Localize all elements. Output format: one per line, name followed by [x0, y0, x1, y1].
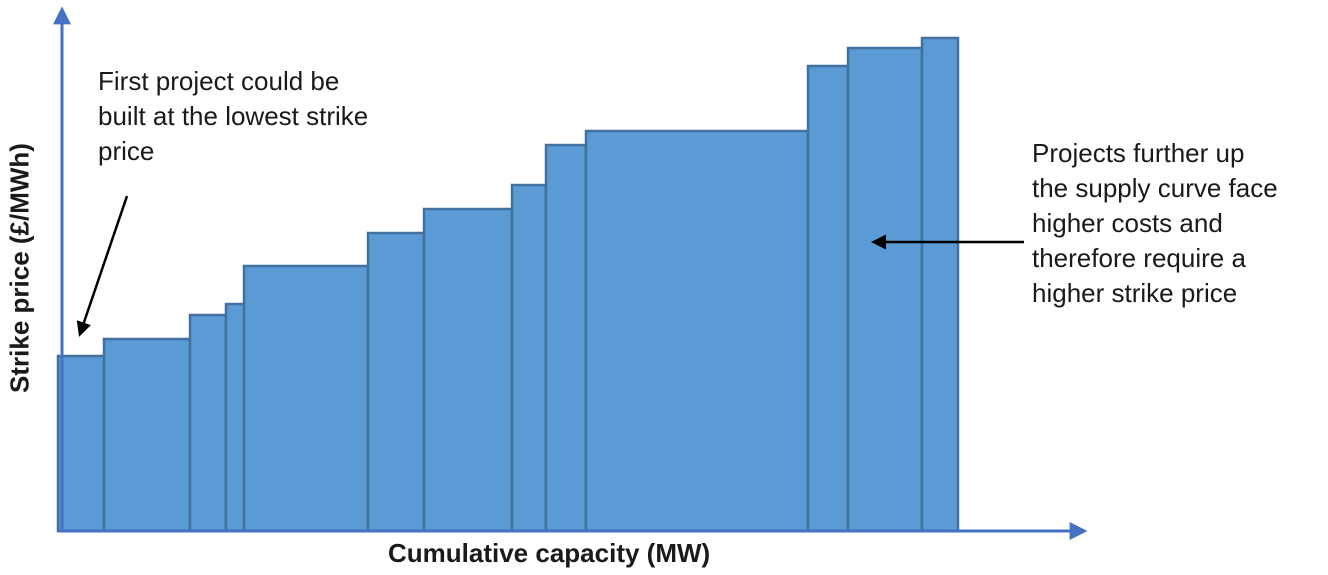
annotation-higher-costs-line: higher costs and	[1032, 208, 1223, 238]
annotation-first-project-line: First project could be	[98, 66, 340, 96]
bar-7	[422, 207, 514, 533]
bar-12	[846, 46, 924, 533]
bar-10	[584, 129, 810, 533]
bar-6	[366, 231, 426, 533]
bar-4	[224, 302, 246, 533]
bar-8	[510, 183, 548, 533]
annotation-first-project-line: price	[98, 136, 155, 166]
bar-9	[544, 143, 588, 533]
x-axis-label: Cumulative capacity (MW)	[388, 538, 711, 568]
bar-13	[920, 36, 960, 533]
annotation-higher-costs-line: the supply curve face	[1032, 173, 1278, 203]
bars-group	[56, 36, 960, 533]
arrow-to-first-bar	[76, 195, 129, 337]
axes-group	[53, 6, 1088, 540]
annotation-arrows	[76, 195, 1024, 337]
bar-11	[806, 64, 850, 533]
bar-1	[56, 354, 106, 533]
annotation-higher-costs-line: Projects further up	[1032, 138, 1245, 168]
annotation-first-project-line: built at the lowest strike	[98, 101, 369, 131]
y-axis-label: Strike price (£/MWh)	[4, 143, 35, 393]
annotation-higher-costs: Projects further up the supply curve fac…	[1032, 136, 1278, 311]
annotation-higher-costs-line: higher strike price	[1032, 278, 1238, 308]
bar-3	[188, 313, 228, 533]
annotation-first-project: First project could be built at the lowe…	[98, 64, 368, 169]
bar-2	[102, 337, 192, 533]
annotation-higher-costs-line: therefore require a	[1032, 243, 1246, 273]
bar-5	[242, 264, 370, 533]
